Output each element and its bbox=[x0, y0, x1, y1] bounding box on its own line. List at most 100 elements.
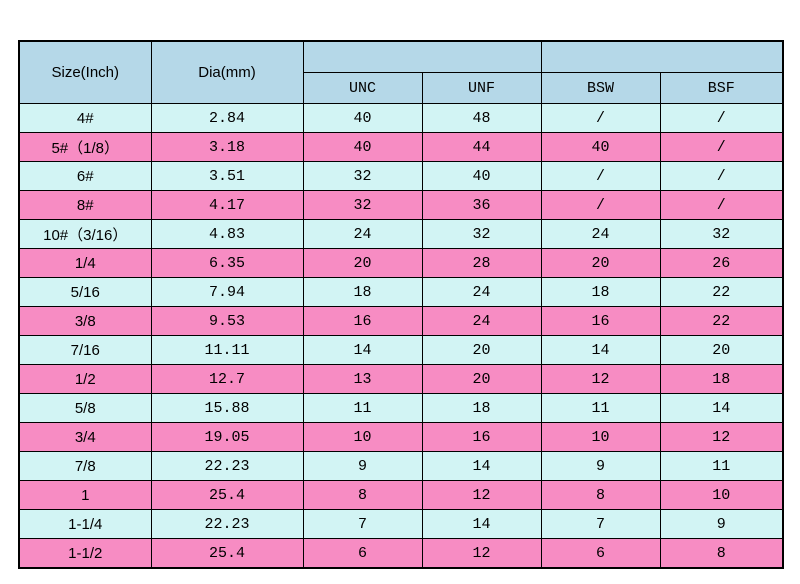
table-cell: 24 bbox=[421, 277, 542, 307]
table-cell: / bbox=[659, 161, 784, 191]
table-row: 3/8 9.53 16 24 16 22 bbox=[18, 306, 784, 336]
table-cell: 6 bbox=[302, 538, 423, 569]
table-cell: 40 bbox=[421, 161, 542, 191]
table-cell: 7 bbox=[540, 509, 661, 539]
table-cell: 40 bbox=[302, 103, 423, 133]
table-cell: 14 bbox=[659, 393, 784, 423]
table-row: 4# 2.84 40 48// bbox=[18, 103, 784, 133]
table-row: 3/4 19.05 10 16 10 12 bbox=[18, 422, 784, 452]
column-group-bsw-bsf bbox=[540, 40, 784, 73]
table-cell: 8# bbox=[18, 190, 152, 220]
table-cell: 4.17 bbox=[150, 190, 304, 220]
table-cell: 15.88 bbox=[150, 393, 304, 423]
table-cell: 12.7 bbox=[150, 364, 304, 394]
table-cell: 48 bbox=[421, 103, 542, 133]
table-row: 10#（3/16） 4.83 24 32 24 32 bbox=[18, 219, 784, 249]
table-cell: 3.18 bbox=[150, 132, 304, 162]
table-cell: 13 bbox=[302, 364, 423, 394]
table-cell: 4.83 bbox=[150, 219, 304, 249]
table-header: Size(Inch) Dia(mm) UNC UNF BSW BSF bbox=[18, 40, 784, 104]
table-cell: 18 bbox=[421, 393, 542, 423]
table-row: 7/16 11.11 14 20 14 20 bbox=[18, 335, 784, 365]
table-cell: 5#（1/8） bbox=[18, 132, 152, 162]
table-cell: 6 bbox=[540, 538, 661, 569]
table-cell: 18 bbox=[659, 364, 784, 394]
table-cell: 36 bbox=[421, 190, 542, 220]
table-cell: 22 bbox=[659, 277, 784, 307]
table-cell: 8 bbox=[659, 538, 784, 569]
table-cell: 44 bbox=[421, 132, 542, 162]
table-row: 1 25.4 8 12 8 10 bbox=[18, 480, 784, 510]
column-header-dia: Dia(mm) bbox=[150, 40, 304, 104]
table-cell: 1 bbox=[18, 480, 152, 510]
table-cell: 11 bbox=[302, 393, 423, 423]
table-cell: 8 bbox=[540, 480, 661, 510]
table-cell: 9.53 bbox=[150, 306, 304, 336]
column-header-bsf: BSF bbox=[659, 72, 784, 104]
table-cell: / bbox=[659, 190, 784, 220]
table-cell: 10 bbox=[659, 480, 784, 510]
table-cell: / bbox=[540, 161, 661, 191]
table-cell: 1/4 bbox=[18, 248, 152, 278]
table-cell: 6# bbox=[18, 161, 152, 191]
table-cell: / bbox=[659, 103, 784, 133]
table-row: 5#（1/8） 3.18 40 44 40/ bbox=[18, 132, 784, 162]
table-cell: 10 bbox=[302, 422, 423, 452]
column-group-unc-unf bbox=[302, 40, 542, 73]
table-cell: 14 bbox=[540, 335, 661, 365]
column-header-unf: UNF bbox=[421, 72, 542, 104]
table-cell: 11.11 bbox=[150, 335, 304, 365]
table-cell: 20 bbox=[421, 364, 542, 394]
table-cell: 22 bbox=[659, 306, 784, 336]
table-cell: 7 bbox=[302, 509, 423, 539]
table-row: 1/4 6.35 20 28 20 26 bbox=[18, 248, 784, 278]
table-cell: 14 bbox=[302, 335, 423, 365]
table-row: 1-1/4 22.23 7 14 7 9 bbox=[18, 509, 784, 539]
table-cell: 20 bbox=[659, 335, 784, 365]
table-cell: 12 bbox=[421, 538, 542, 569]
table-cell: 32 bbox=[302, 190, 423, 220]
table-cell: 16 bbox=[302, 306, 423, 336]
table-cell: 10 bbox=[540, 422, 661, 452]
table-cell: 22.23 bbox=[150, 509, 304, 539]
table-cell: 9 bbox=[302, 451, 423, 481]
table-cell: 3/4 bbox=[18, 422, 152, 452]
table-cell: 7/16 bbox=[18, 335, 152, 365]
table-cell: 25.4 bbox=[150, 538, 304, 569]
table-cell: 18 bbox=[540, 277, 661, 307]
table-cell: 28 bbox=[421, 248, 542, 278]
table-cell: 1-1/2 bbox=[18, 538, 152, 569]
table-cell: / bbox=[659, 132, 784, 162]
table-cell: 25.4 bbox=[150, 480, 304, 510]
table-cell: 26 bbox=[659, 248, 784, 278]
table-cell: 32 bbox=[421, 219, 542, 249]
table-row: 1/2 12.7 13 20 12 18 bbox=[18, 364, 784, 394]
table-header-group-row: Size(Inch) Dia(mm) bbox=[18, 40, 784, 104]
table-cell: 12 bbox=[421, 480, 542, 510]
table-cell: 10#（3/16） bbox=[18, 219, 152, 249]
table-cell: 20 bbox=[302, 248, 423, 278]
table-header-sub-row: UNC UNF BSW BSF bbox=[19, 72, 784, 104]
table-cell: 3.51 bbox=[150, 161, 304, 191]
table-cell: 2.84 bbox=[150, 103, 304, 133]
table-cell: 12 bbox=[659, 422, 784, 452]
table-cell: 32 bbox=[302, 161, 423, 191]
table-cell: 1-1/4 bbox=[18, 509, 152, 539]
table-body: 4# 2.84 40 48//5#（1/8） 3.18 40 44 40/6# 3.51 32 40… bbox=[18, 103, 784, 569]
table-cell: 12 bbox=[540, 364, 661, 394]
table-cell: 7.94 bbox=[150, 277, 304, 307]
thread-size-table: Size(Inch) Dia(mm) UNC UNF BSW BSF 4# 2.8… bbox=[18, 40, 784, 569]
table-cell: 4# bbox=[18, 103, 152, 133]
table-cell: 6.35 bbox=[150, 248, 304, 278]
table-row: 5/8 15.88 11 18 11 14 bbox=[18, 393, 784, 423]
table-cell: 18 bbox=[302, 277, 423, 307]
table-cell: 40 bbox=[302, 132, 423, 162]
column-header-bsw: BSW bbox=[540, 72, 661, 104]
table-cell: 20 bbox=[540, 248, 661, 278]
table-row: 1-1/2 25.4 6 12 6 8 bbox=[18, 538, 784, 569]
table-cell: 11 bbox=[659, 451, 784, 481]
table-row: 8# 4.17 32 36// bbox=[18, 190, 784, 220]
table-cell: 32 bbox=[659, 219, 784, 249]
table-cell: 14 bbox=[421, 451, 542, 481]
